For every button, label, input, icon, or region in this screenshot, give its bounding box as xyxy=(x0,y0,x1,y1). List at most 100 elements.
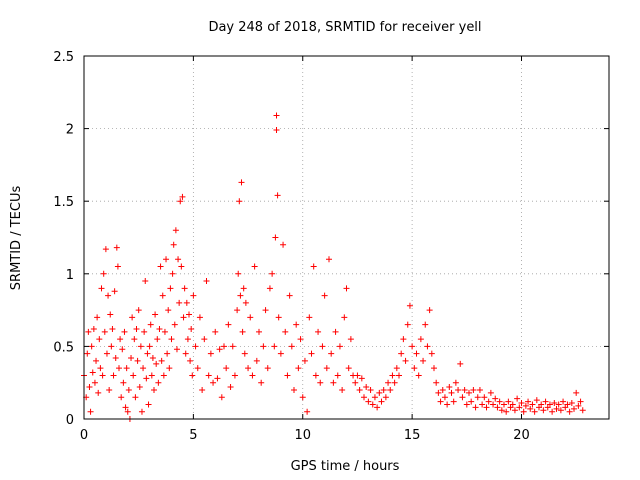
data-point xyxy=(321,292,328,299)
y-tick-label: 1.5 xyxy=(53,195,74,210)
data-point xyxy=(154,336,161,343)
data-point xyxy=(505,398,512,405)
data-point xyxy=(97,365,104,372)
data-point xyxy=(134,357,141,364)
data-point xyxy=(518,400,525,407)
data-point xyxy=(144,350,151,357)
data-point xyxy=(236,198,243,205)
data-point xyxy=(239,328,246,335)
grid xyxy=(84,56,609,419)
data-point xyxy=(148,372,155,379)
data-point xyxy=(155,379,162,386)
data-point xyxy=(223,365,230,372)
data-point xyxy=(326,256,332,263)
data-point xyxy=(457,360,464,367)
data-point xyxy=(420,357,427,364)
data-point xyxy=(101,328,108,335)
data-point xyxy=(156,325,163,332)
data-point xyxy=(435,389,442,396)
data-point xyxy=(511,407,518,414)
data-point xyxy=(210,379,217,386)
data-point xyxy=(109,325,116,332)
data-point xyxy=(140,365,147,372)
data-point xyxy=(218,394,225,401)
data-point xyxy=(564,401,571,408)
x-tick-label: 0 xyxy=(80,428,88,443)
data-point xyxy=(179,193,186,200)
data-point xyxy=(509,401,516,408)
data-point xyxy=(131,336,138,343)
data-point xyxy=(444,401,451,408)
data-point xyxy=(84,350,91,357)
data-point xyxy=(433,379,440,386)
data-point xyxy=(240,285,247,292)
data-point xyxy=(100,270,107,277)
data-point xyxy=(121,328,128,335)
y-tick-label: 2.5 xyxy=(53,50,74,65)
data-point xyxy=(203,278,210,285)
data-point xyxy=(411,365,418,372)
data-point xyxy=(167,285,174,292)
data-point xyxy=(341,314,348,321)
data-point xyxy=(238,179,245,186)
data-point xyxy=(334,372,341,379)
data-point xyxy=(85,328,92,335)
data-point xyxy=(284,372,291,379)
data-point xyxy=(177,198,184,205)
data-point xyxy=(273,127,280,134)
data-point xyxy=(118,394,125,401)
data-point xyxy=(171,321,178,328)
y-axis-label: SRMTID / TECUs xyxy=(9,186,24,291)
data-point xyxy=(275,314,282,321)
axis-ticks: 0 5 10 15 20 0 0.5 1 1.5 2 2.5 xyxy=(53,50,609,443)
data-point xyxy=(102,246,109,253)
data-point xyxy=(271,343,278,350)
data-point xyxy=(409,343,416,350)
data-point xyxy=(96,336,103,343)
data-point xyxy=(483,404,490,411)
data-point xyxy=(221,343,227,350)
data-point xyxy=(132,394,139,401)
data-point xyxy=(98,285,105,292)
data-point xyxy=(387,386,394,393)
data-point xyxy=(406,302,413,309)
data-point xyxy=(439,386,446,393)
data-point xyxy=(498,407,505,414)
data-point xyxy=(328,350,335,357)
data-point xyxy=(385,379,392,386)
data-point xyxy=(114,263,121,270)
data-point xyxy=(496,398,503,405)
data-point xyxy=(258,379,265,386)
data-point xyxy=(125,386,132,393)
data-point xyxy=(117,336,124,343)
data-point xyxy=(277,350,284,357)
data-point xyxy=(149,355,156,362)
data-point xyxy=(540,407,547,414)
data-point xyxy=(264,365,271,372)
data-point xyxy=(133,325,140,332)
data-point xyxy=(181,285,188,292)
data-point xyxy=(538,401,545,408)
data-point xyxy=(437,398,444,405)
data-point xyxy=(312,372,319,379)
plot-frame xyxy=(83,55,610,420)
data-point xyxy=(146,343,153,350)
data-point xyxy=(551,400,558,407)
data-point xyxy=(157,263,164,270)
data-point xyxy=(461,386,468,393)
data-point xyxy=(363,384,370,391)
data-point xyxy=(426,307,433,314)
data-point xyxy=(415,372,422,379)
data-point xyxy=(229,343,236,350)
data-point xyxy=(187,357,194,364)
data-point xyxy=(120,379,127,386)
data-point xyxy=(269,270,276,277)
data-point xyxy=(214,375,221,382)
data-point xyxy=(332,328,339,335)
data-point xyxy=(237,292,244,299)
data-point xyxy=(124,408,131,415)
data-point xyxy=(137,343,144,350)
data-point xyxy=(361,394,367,401)
data-point xyxy=(470,386,477,393)
data-point xyxy=(481,394,488,401)
